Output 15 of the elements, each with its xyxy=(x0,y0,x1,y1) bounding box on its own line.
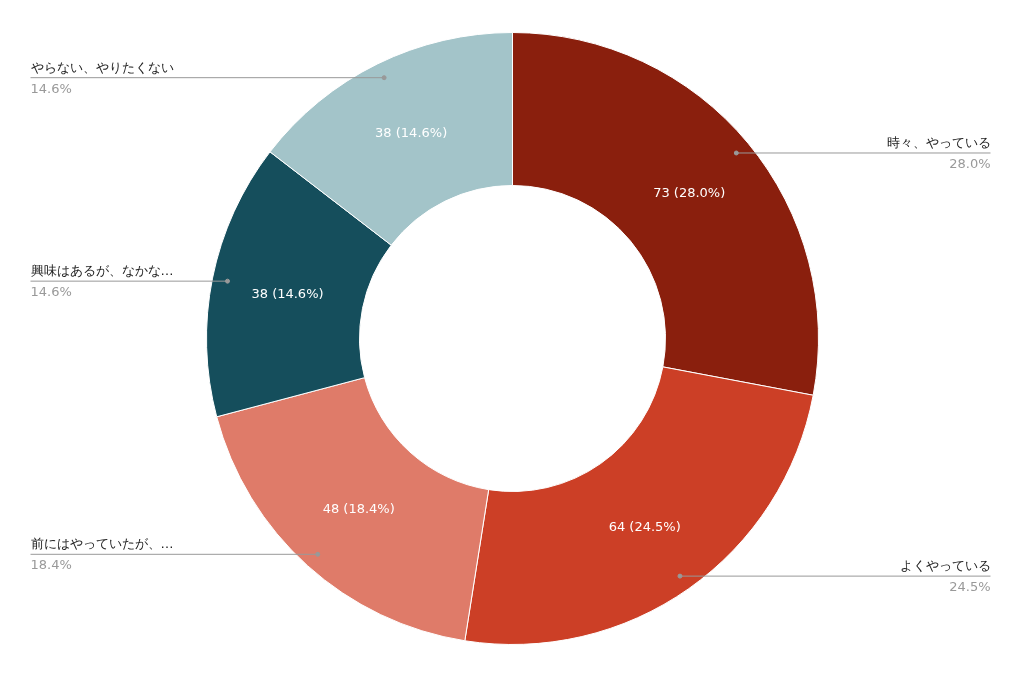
data-label: 38 (14.6%) xyxy=(375,125,448,141)
text: 14.6% xyxy=(30,284,72,300)
data-label: 38 (14.6%) xyxy=(251,285,324,301)
text: 18.4% xyxy=(30,557,72,573)
slice-label: よくやっている xyxy=(899,558,991,574)
slice-label: やらない、やりたくない xyxy=(30,59,174,75)
text: 28.0% xyxy=(949,155,991,171)
data-label: 64 (24.5%) xyxy=(608,518,681,534)
slice-label: 時々、やっている xyxy=(886,134,991,150)
slice-label: 前にはやっていたが、… xyxy=(30,536,174,552)
data-label: 48 (18.4%) xyxy=(322,501,395,517)
text: 14.6% xyxy=(30,80,72,96)
text: 24.5% xyxy=(949,579,991,595)
slice-label: 興味はあるが、なかな… xyxy=(30,263,174,279)
data-label: 73 (28.0%) xyxy=(653,184,726,200)
